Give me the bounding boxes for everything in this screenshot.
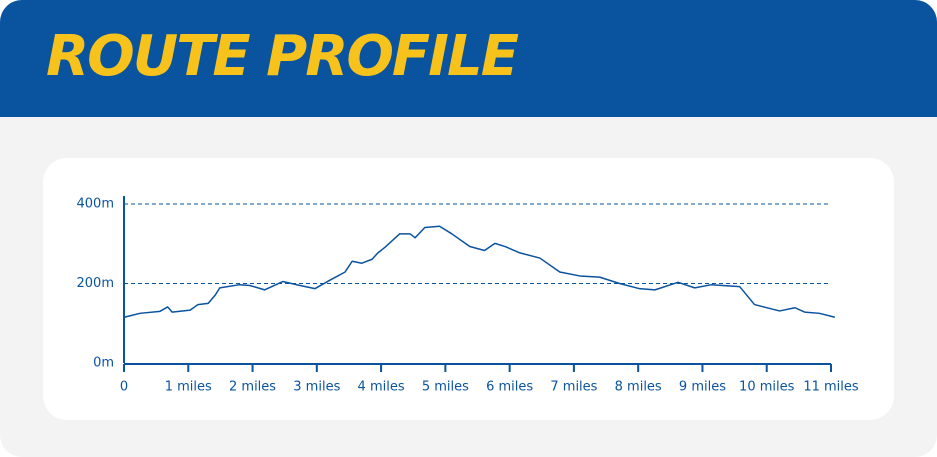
x-tick-label: 9 miles: [679, 380, 726, 395]
x-tick-label: 7 miles: [550, 380, 597, 395]
header: ROUTE PROFILE: [0, 0, 937, 117]
x-tick-label: 10 miles: [739, 380, 795, 395]
x-tick-label: 1 miles: [165, 380, 212, 395]
x-tick-label: 3 miles: [293, 380, 340, 395]
x-tick-label: 8 miles: [615, 380, 662, 395]
x-tick-label: 4 miles: [358, 380, 405, 395]
x-tick-label: 2 miles: [229, 380, 276, 395]
x-tick-label: 6 miles: [486, 380, 533, 395]
y-tick-label: 200m: [77, 276, 114, 291]
page-title: ROUTE PROFILE: [46, 24, 519, 89]
x-tick-label: 5 miles: [422, 380, 469, 395]
x-tick-label: 11 miles: [803, 380, 859, 395]
elevation-line: [123, 225, 836, 319]
y-tick-label: 0m: [93, 356, 114, 371]
chart-panel: [43, 158, 894, 420]
x-tick-label: 0: [120, 380, 128, 395]
y-tick-label: 400m: [77, 197, 114, 212]
